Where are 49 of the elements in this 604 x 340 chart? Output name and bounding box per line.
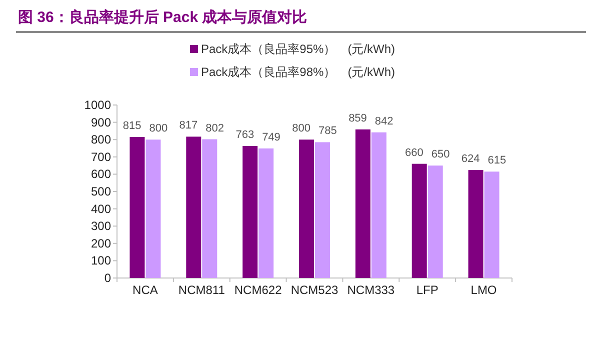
- bar: [412, 164, 427, 278]
- y-tick-label: 700: [90, 150, 112, 164]
- x-tick-label: NCM333: [347, 283, 395, 297]
- x-tick-label: NCM523: [290, 283, 338, 297]
- bar: [484, 172, 500, 278]
- data-label: 859: [348, 112, 367, 124]
- legend-label: Pack成本（良品率98%） (元/kWh): [201, 65, 396, 79]
- y-tick-label: 200: [90, 236, 112, 250]
- y-tick-label: 900: [90, 115, 112, 130]
- data-label: 650: [431, 148, 450, 161]
- data-label: 624: [461, 153, 480, 166]
- bar: [428, 166, 443, 278]
- x-tick-label: NCA: [132, 283, 158, 297]
- bar: [299, 140, 314, 278]
- data-label: 660: [405, 146, 424, 159]
- data-label: 785: [318, 125, 337, 138]
- bar: [146, 140, 161, 278]
- bar: [202, 139, 218, 278]
- y-tick-label: 300: [90, 219, 112, 234]
- legend-label: Pack成本（良品率95%） (元/kWh): [201, 42, 396, 56]
- bar: [130, 137, 145, 278]
- y-tick-label: 500: [90, 184, 112, 198]
- data-label: 842: [374, 115, 394, 128]
- y-tick-label: 600: [90, 167, 112, 182]
- bar: [186, 136, 202, 278]
- data-label: 763: [236, 129, 254, 141]
- x-tick-label: NCM622: [234, 283, 282, 297]
- bar: [355, 129, 370, 278]
- data-label: 800: [149, 122, 168, 135]
- bar: [315, 142, 330, 278]
- data-label: 817: [179, 120, 198, 132]
- data-label: 815: [122, 120, 142, 132]
- bar: [242, 146, 258, 278]
- data-label: 800: [292, 122, 310, 135]
- data-label: 615: [488, 154, 506, 167]
- y-tick-label: 800: [90, 132, 112, 147]
- data-label: 802: [206, 122, 224, 134]
- x-tick-label: LFP: [416, 283, 438, 297]
- y-tick-label: 400: [90, 202, 112, 216]
- data-label: 749: [262, 131, 280, 144]
- bar: [258, 148, 274, 278]
- bar: [468, 170, 484, 278]
- chart-title: 图 36：良品率提升后 Pack 成本与原值对比: [18, 8, 308, 26]
- y-tick-label: 100: [90, 254, 112, 268]
- bar: [371, 132, 386, 278]
- x-tick-label: NCM811: [178, 283, 226, 297]
- y-tick-label: 1000: [84, 98, 112, 112]
- y-tick-label: 0: [104, 271, 112, 285]
- x-tick-label: LMO: [470, 283, 497, 297]
